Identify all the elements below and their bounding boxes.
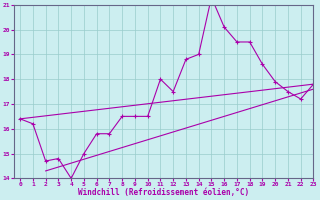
- X-axis label: Windchill (Refroidissement éolien,°C): Windchill (Refroidissement éolien,°C): [78, 188, 249, 197]
